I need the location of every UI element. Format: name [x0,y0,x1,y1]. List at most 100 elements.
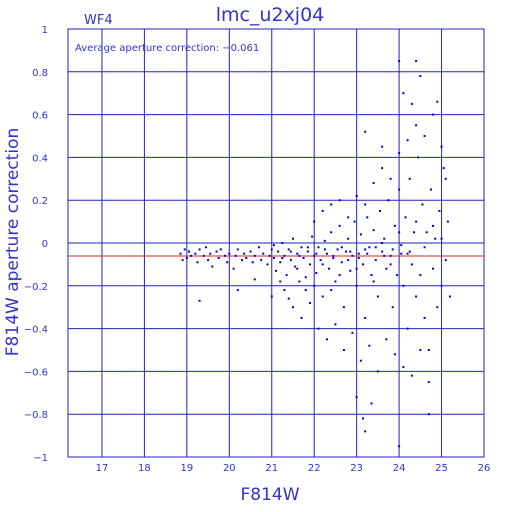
data-point [415,60,418,63]
data-point [389,177,392,180]
data-point [412,231,415,234]
data-point [357,256,360,259]
data-point [321,209,324,212]
data-point [351,331,354,334]
data-point [364,248,367,251]
data-point [334,280,337,283]
data-point [364,430,367,433]
data-point [370,274,373,277]
data-point [444,259,447,262]
x-tick-label: 22 [308,463,321,474]
data-point [249,250,252,253]
y-tick-label: −0.2 [24,282,48,293]
data-point [381,167,384,170]
y-tick-label: −1 [33,453,48,464]
data-point [423,316,426,319]
data-point [253,278,256,281]
data-point [383,254,386,257]
data-point [389,263,392,266]
data-point [410,102,413,105]
data-point [211,265,214,268]
data-point [300,316,303,319]
data-point [315,271,318,274]
data-point [355,267,358,270]
grid [68,29,484,457]
data-point [427,381,430,384]
data-point [298,280,301,283]
data-point [406,252,409,255]
data-point [359,233,362,236]
data-point [215,250,218,253]
data-point [372,280,375,283]
x-tick-label: 17 [96,463,109,474]
data-point [389,254,392,257]
data-point [415,124,418,127]
data-point [381,250,384,253]
data-point [432,267,435,270]
data-point [438,209,441,212]
data-point [338,199,341,202]
x-tick-label: 21 [265,463,278,474]
data-point [328,267,331,270]
x-tick-label: 19 [180,463,193,474]
data-point [406,139,409,142]
data-point [398,188,401,191]
data-point [404,216,407,219]
data-point [241,259,244,262]
y-tick-label: −0.4 [24,325,48,336]
data-point [217,256,220,259]
data-point [381,242,384,244]
data-point [393,224,396,227]
data-point [342,349,345,351]
y-axis-label: F814W aperture correction [3,128,23,356]
data-point [349,250,352,253]
data-point [366,252,369,255]
data-point [185,256,188,259]
data-point [317,327,320,330]
data-point [427,349,430,351]
data-point [313,220,316,223]
data-point [398,152,401,155]
data-points [179,60,452,448]
data-point [366,216,369,219]
data-point [336,248,339,251]
panel-label: WF4 [84,13,113,28]
data-point [296,252,299,255]
data-point [181,259,184,262]
data-point [368,344,371,347]
data-point [374,246,377,249]
y-tick-label: 1 [42,25,48,36]
data-point [236,289,239,292]
x-tick-label: 23 [350,463,363,474]
data-point [398,60,401,63]
data-point [391,248,394,251]
data-point [289,259,292,262]
data-point [436,100,439,103]
data-point [325,252,328,255]
y-tick-label: 0.8 [32,68,48,79]
data-point [421,203,424,206]
data-point [330,289,333,292]
y-tick-label: 0 [42,239,48,250]
data-point [262,252,265,255]
data-point [304,276,307,279]
data-point [183,248,186,251]
data-point [325,338,328,341]
data-point [385,338,388,341]
data-point [429,188,432,191]
data-point [402,366,405,369]
data-point [198,299,201,302]
data-point [436,306,439,309]
data-point [410,374,413,377]
data-point [202,254,205,257]
data-point [385,267,388,270]
data-point [198,248,201,251]
data-point [391,306,394,309]
data-point [347,259,350,262]
data-point [219,248,222,251]
data-point [368,246,371,249]
data-point [347,237,350,240]
chart-title: lmc_u2xj04 [216,4,325,26]
data-point [419,75,422,78]
data-point [334,323,337,326]
